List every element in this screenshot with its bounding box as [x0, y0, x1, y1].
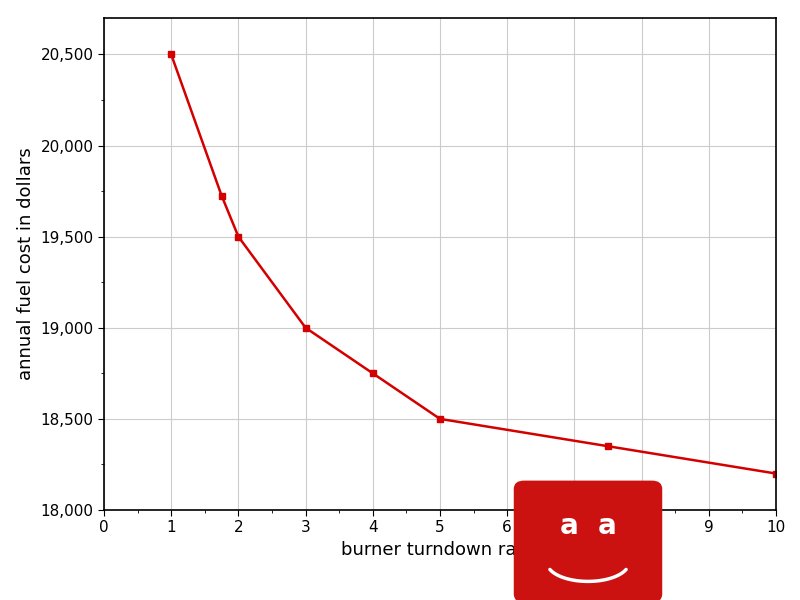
X-axis label: burner turndown ratio: burner turndown ratio — [341, 541, 539, 559]
Text: a  a: a a — [560, 512, 616, 540]
Y-axis label: annual fuel cost in dollars: annual fuel cost in dollars — [17, 148, 35, 380]
FancyBboxPatch shape — [514, 481, 662, 600]
